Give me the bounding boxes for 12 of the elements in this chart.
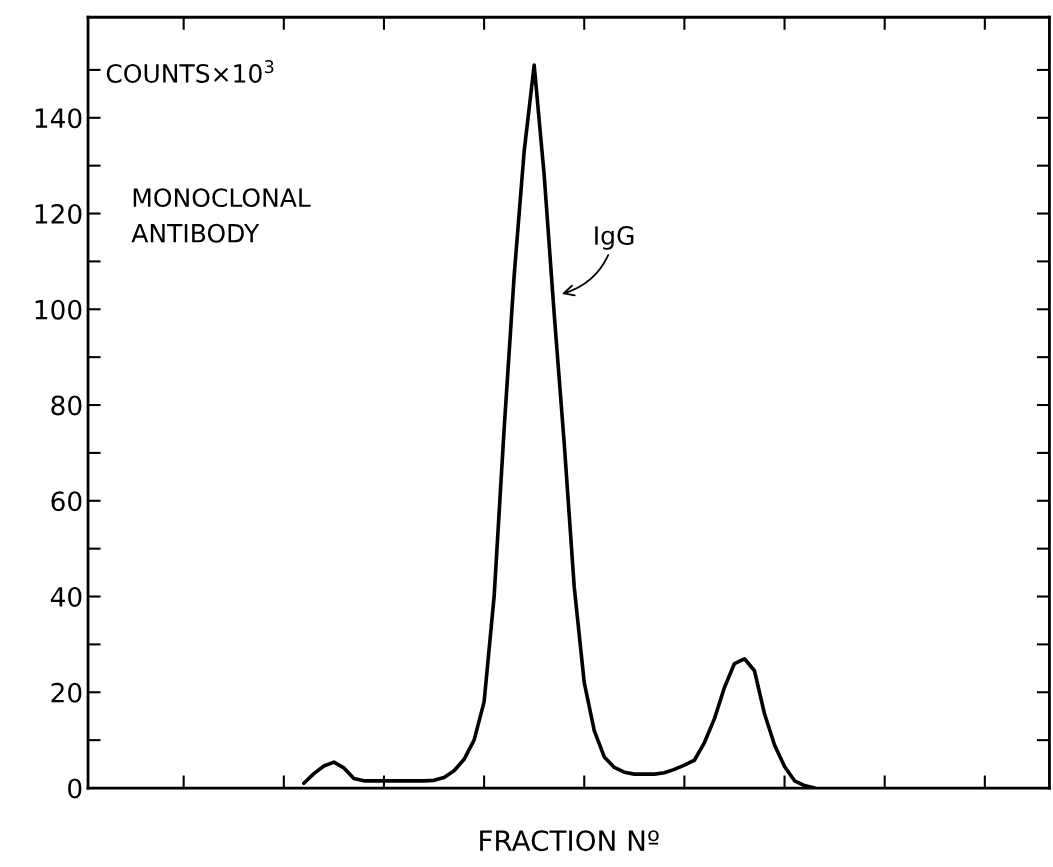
y-axis-title: COUNTS×10$^{3}$ <box>106 60 274 83</box>
y-tick-label: 100 <box>35 299 82 320</box>
y-tick-label: 120 <box>35 203 82 224</box>
y-tick-label: 20 <box>51 682 82 703</box>
y-tick-label: 140 <box>35 108 82 129</box>
x-axis-title: FRACTION Nº <box>480 830 659 852</box>
y-tick-label: 80 <box>51 395 82 416</box>
annotation: MONOCLONAL ANTIBODY <box>131 188 311 243</box>
annotation: IgG <box>595 226 634 250</box>
y-tick-label: 40 <box>50 586 82 607</box>
y-tick-label: 60 <box>51 491 82 512</box>
y-tick-label: 0 <box>68 778 82 799</box>
